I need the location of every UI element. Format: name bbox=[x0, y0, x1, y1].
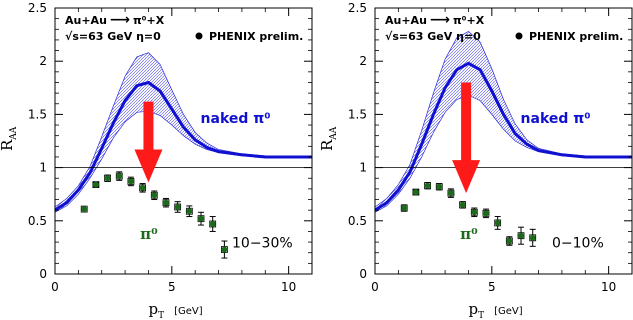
legend-label: PHENIX prelim. bbox=[209, 30, 303, 43]
x-tick-label: 5 bbox=[488, 280, 496, 294]
curve-label: naked π⁰ bbox=[521, 111, 591, 127]
y-tick-label: 0 bbox=[359, 267, 367, 281]
curve-label: naked π⁰ bbox=[201, 111, 271, 127]
data-point bbox=[92, 181, 99, 188]
x-axis-label-sub: T bbox=[158, 311, 164, 320]
y-axis-label: RAA bbox=[318, 126, 339, 151]
x-tick-label: 10 bbox=[281, 280, 296, 294]
data-label: π⁰ bbox=[460, 225, 478, 243]
x-tick-label: 5 bbox=[168, 280, 176, 294]
centrality-label: 0−10% bbox=[552, 235, 604, 251]
energy-text: √s=63 GeV η=0 bbox=[65, 30, 161, 43]
data-point bbox=[412, 189, 419, 196]
data-point bbox=[186, 208, 193, 215]
data-point bbox=[221, 246, 228, 253]
naked-pi0-band bbox=[374, 30, 633, 213]
data-point bbox=[162, 199, 169, 206]
suppression-arrow-shaft bbox=[461, 82, 472, 162]
data-point bbox=[529, 234, 536, 241]
y-tick-label: 2.5 bbox=[348, 1, 367, 15]
energy-text: √s=63 GeV η=0 bbox=[385, 30, 481, 43]
data-label: π⁰ bbox=[140, 225, 158, 243]
data-point bbox=[471, 209, 478, 216]
x-axis-label-sub: T bbox=[478, 311, 484, 320]
data-point bbox=[151, 192, 158, 199]
x-tick-label: 10 bbox=[601, 280, 616, 294]
data-point bbox=[447, 190, 454, 197]
x-tick-label: 0 bbox=[51, 280, 59, 294]
legend-marker bbox=[515, 32, 523, 40]
y-tick-label: 2 bbox=[359, 54, 367, 68]
data-point bbox=[127, 178, 134, 185]
y-axis-label-sub: AA bbox=[329, 126, 339, 140]
y-tick-label: 1.5 bbox=[348, 107, 367, 121]
plot-frame bbox=[54, 7, 313, 275]
naked-pi0-curve bbox=[374, 61, 632, 212]
legend-marker bbox=[195, 32, 203, 40]
y-axis-label: RAA bbox=[0, 126, 19, 151]
y-axis-label-main: R bbox=[0, 139, 16, 151]
data-point bbox=[174, 203, 181, 210]
data-point bbox=[518, 232, 525, 239]
y-axis-label-sub: AA bbox=[9, 126, 19, 140]
y-axis-label-main: R bbox=[318, 139, 336, 151]
x-axis-label-main: p bbox=[468, 300, 478, 318]
data-point bbox=[104, 175, 111, 182]
data-point bbox=[209, 220, 216, 227]
reaction-text: Au+Au ⟶ π⁰+X bbox=[385, 12, 485, 28]
chart-panel-1: 0 0.5 1 1.5 2 2.5 0 5 10 RAA pT [GeV] Au+Au⟶π⁰+X √s=6… bbox=[0, 1, 313, 320]
reaction-arrow: ⟶ bbox=[430, 12, 450, 28]
x-axis-unit: [GeV] bbox=[494, 306, 523, 317]
y-tick-label: 0.5 bbox=[348, 214, 367, 228]
naked-pi0-curve bbox=[54, 80, 312, 212]
data-point bbox=[436, 183, 443, 190]
x-axis-label: pT [GeV] bbox=[468, 300, 522, 320]
plot-frame bbox=[374, 7, 633, 275]
reaction-system: Au+Au bbox=[65, 14, 107, 27]
x-axis-unit: [GeV] bbox=[174, 306, 203, 317]
x-tick-label: 0 bbox=[371, 280, 379, 294]
data-point bbox=[198, 215, 205, 222]
data-point bbox=[482, 210, 489, 217]
naked-pi0-band bbox=[54, 52, 313, 213]
y-tick-label: 1 bbox=[359, 161, 367, 175]
y-tick-label: 2 bbox=[39, 54, 47, 68]
reaction-arrow: ⟶ bbox=[110, 12, 130, 28]
data-point bbox=[459, 201, 466, 208]
data-point bbox=[424, 182, 431, 189]
reaction-final: π⁰+X bbox=[133, 14, 165, 27]
data-point bbox=[506, 238, 513, 245]
y-tick-label: 2.5 bbox=[28, 1, 47, 15]
y-tick-label: 1 bbox=[39, 161, 47, 175]
data-point bbox=[494, 219, 501, 226]
x-axis-label-main: p bbox=[148, 300, 158, 318]
suppression-arrow-shaft bbox=[143, 101, 154, 151]
y-tick-label: 0 bbox=[39, 267, 47, 281]
y-tick-label: 1.5 bbox=[28, 107, 47, 121]
reaction-text: Au+Au ⟶ π⁰+X bbox=[65, 12, 165, 28]
data-point bbox=[116, 173, 123, 180]
suppression-arrow-head bbox=[452, 160, 481, 194]
data-point bbox=[81, 206, 88, 213]
chart-panel-2: 0 0.5 1 1.5 2 2.5 0 5 10 RAA pT [GeV] Au+Au ⟶ π⁰+X √s=6… bbox=[318, 1, 633, 320]
suppression-arrow-head bbox=[134, 149, 163, 183]
reaction-final: π⁰+X bbox=[453, 14, 485, 27]
reaction-system: Au+Au bbox=[385, 14, 427, 27]
y-tick-label: 0.5 bbox=[28, 214, 47, 228]
data-point bbox=[401, 205, 408, 212]
legend-label: PHENIX prelim. bbox=[529, 30, 623, 43]
centrality-label: 10−30% bbox=[232, 235, 293, 251]
x-axis-label: pT [GeV] bbox=[148, 300, 202, 320]
data-point bbox=[139, 184, 146, 191]
